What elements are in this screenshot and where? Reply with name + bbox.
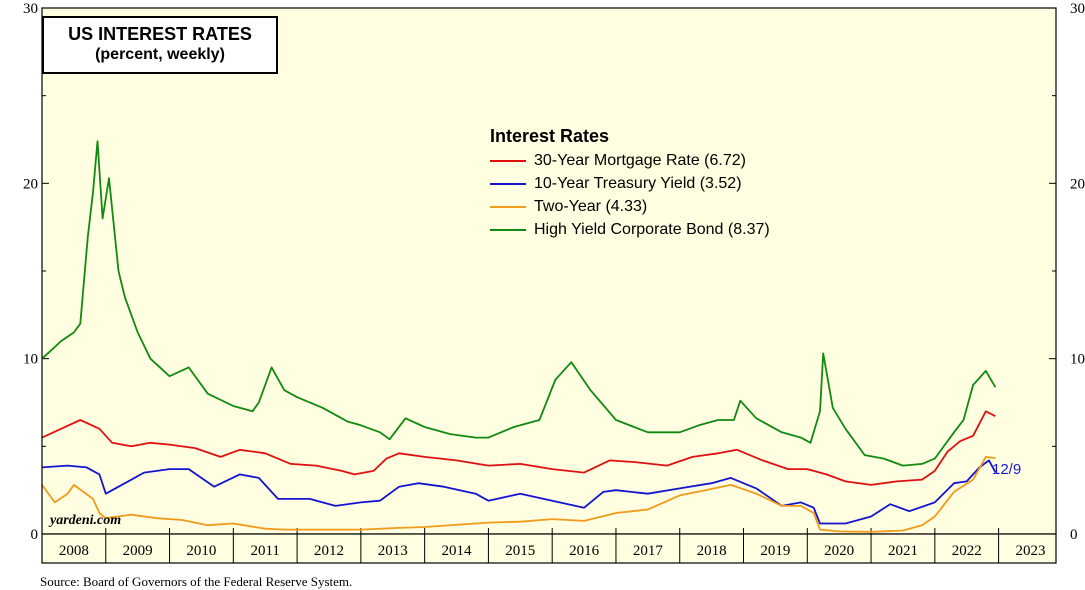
legend: Interest Rates 30-Year Mortgage Rate (6.… <box>490 126 770 241</box>
x-tick-label: 2010 <box>186 543 216 559</box>
series-line-treasury <box>41 459 997 525</box>
y-tick-label-right: 30 <box>1070 1 1085 17</box>
legend-title: Interest Rates <box>490 126 610 146</box>
y-tick-label-left: 0 <box>31 527 39 543</box>
x-tick-label: 2022 <box>952 543 982 559</box>
x-tick-label: 2013 <box>378 543 408 559</box>
legend-swatch-mortgage <box>490 159 526 162</box>
legend-item-mortgage: 30-Year Mortgage Rate (6.72) <box>490 149 770 172</box>
x-tick-label: 2019 <box>760 543 790 559</box>
series-line-mortgage <box>41 410 996 486</box>
x-tick-label: 2012 <box>314 543 344 559</box>
chart-subtitle: (percent, weekly) <box>95 46 225 63</box>
y-tick-label-right: 10 <box>1070 352 1085 368</box>
legend-label-two-year: Two-Year (4.33) <box>534 197 648 215</box>
legend-swatch-high-yield <box>490 228 526 231</box>
x-tick-label: 2017 <box>633 543 664 559</box>
y-tick-label-right: 20 <box>1070 176 1085 192</box>
legend-swatch-two-year <box>490 205 526 208</box>
x-tick-label: 2018 <box>697 543 727 559</box>
legend-label-mortgage: 30-Year Mortgage Rate (6.72) <box>534 151 746 169</box>
y-tick-label-left: 10 <box>23 352 38 368</box>
watermark: yardeni.com <box>50 513 122 528</box>
x-tick-label: 2020 <box>824 543 854 559</box>
source-note: Source: Board of Governors of the Federa… <box>40 574 353 589</box>
series-line-two-year <box>41 455 996 533</box>
x-tick-label: 2008 <box>59 543 89 559</box>
chart-title: US INTEREST RATES <box>68 24 252 44</box>
y-tick-label-left: 20 <box>23 176 38 192</box>
legend-item-treasury: 10-Year Treasury Yield (3.52) <box>490 172 770 195</box>
x-axis-band <box>41 533 1057 564</box>
x-tick-label: 2023 <box>1015 543 1045 559</box>
y-tick-label-right: 0 <box>1070 527 1078 543</box>
x-tick-label: 2014 <box>442 543 473 559</box>
end-date-label: 12/9 <box>992 461 1022 478</box>
x-tick-label: 2009 <box>123 543 153 559</box>
x-tick-label: 2016 <box>569 543 600 559</box>
series-line-high-yield <box>41 140 997 467</box>
legend-label-treasury: 10-Year Treasury Yield (3.52) <box>534 174 742 192</box>
y-tick-label-left: 30 <box>23 1 38 17</box>
x-tick-label: 2011 <box>250 543 279 559</box>
legend-label-high-yield: High Yield Corporate Bond (8.37) <box>534 220 770 238</box>
x-tick-label: 2015 <box>505 543 535 559</box>
x-tick-label: 2021 <box>888 543 918 559</box>
legend-swatch-treasury <box>490 182 526 185</box>
legend-item-high-yield: High Yield Corporate Bond (8.37) <box>490 218 770 241</box>
chart-title-box: US INTEREST RATES (percent, weekly) <box>42 16 278 74</box>
plot-background <box>42 8 1056 534</box>
legend-item-two-year: Two-Year (4.33) <box>490 195 770 218</box>
